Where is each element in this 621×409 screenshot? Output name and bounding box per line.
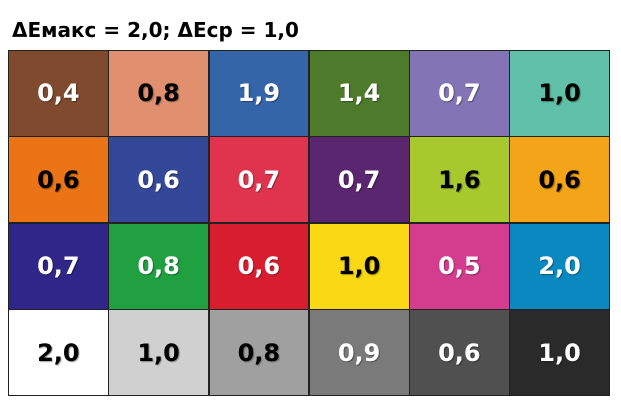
cell-label: 0,6 [237, 252, 281, 281]
color-cell: 1,0 [309, 223, 409, 309]
cell-label: 0,8 [237, 338, 281, 367]
color-cell: 0,8 [109, 51, 208, 136]
color-cell: 0,6 [9, 137, 108, 223]
cell-label: 0,9 [337, 338, 381, 367]
cell-label: 0,6 [438, 338, 481, 367]
color-cell: 1,0 [109, 310, 208, 395]
color-cell: 1,4 [309, 51, 409, 136]
color-cell: 0,5 [410, 223, 509, 309]
cell-label: 0,8 [137, 79, 180, 108]
color-cell: 0,9 [309, 310, 409, 395]
cell-label: 0,7 [438, 79, 481, 108]
color-cell: 2,0 [510, 223, 609, 309]
color-grid: 0,4 0,8 1,9 1,4 0,7 1,0 0,6 0,6 0,7 0,7 1,6 0,6 0,7 0… [8, 50, 610, 396]
cell-label: 1,0 [137, 338, 180, 367]
cell-label: 0,8 [137, 252, 180, 281]
color-cell: 1,9 [209, 51, 309, 136]
color-cell: 1,0 [510, 51, 609, 136]
cell-label: 1,0 [337, 252, 381, 281]
cell-label: 0,6 [137, 165, 180, 194]
cell-label: 0,5 [438, 252, 481, 281]
color-cell: 0,6 [209, 223, 309, 309]
cell-label: 0,6 [538, 165, 581, 194]
color-cell: 0,6 [109, 137, 208, 223]
cell-label: 1,4 [337, 79, 381, 108]
color-cell: 0,7 [309, 137, 409, 223]
cell-label: 0,4 [37, 79, 80, 108]
color-cell: 0,6 [510, 137, 609, 223]
color-cell: 0,4 [9, 51, 108, 136]
cell-label: 1,0 [538, 79, 581, 108]
cell-label: 2,0 [538, 252, 581, 281]
cell-label: 0,6 [37, 165, 80, 194]
color-cell: 0,7 [9, 223, 108, 309]
color-cell: 2,0 [9, 310, 108, 395]
cell-label: 0,7 [37, 252, 80, 281]
title: ΔEмакс = 2,0; ΔEср = 1,0 [12, 18, 299, 42]
color-cell: 0,6 [410, 310, 509, 395]
cell-label: 1,6 [438, 165, 481, 194]
color-cell: 0,8 [109, 223, 208, 309]
cell-label: 0,7 [337, 165, 381, 194]
color-cell: 0,7 [209, 137, 309, 223]
cell-label: 0,7 [237, 165, 281, 194]
cell-label: 1,9 [237, 79, 281, 108]
color-cell: 0,8 [209, 310, 309, 395]
color-cell: 0,7 [410, 51, 509, 136]
color-cell: 1,6 [410, 137, 509, 223]
cell-label: 1,0 [538, 338, 581, 367]
color-cell: 1,0 [510, 310, 609, 395]
cell-label: 2,0 [37, 338, 80, 367]
